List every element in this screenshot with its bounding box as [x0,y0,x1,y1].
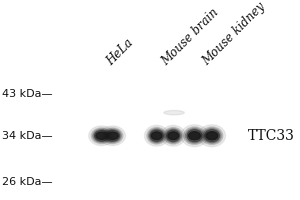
Ellipse shape [107,132,118,139]
Text: 43 kDa—: 43 kDa— [2,89,53,99]
Ellipse shape [100,126,125,146]
Ellipse shape [151,132,162,140]
Text: TTC33: TTC33 [248,129,295,143]
Ellipse shape [204,130,220,142]
Ellipse shape [102,128,123,144]
Ellipse shape [91,128,112,144]
Ellipse shape [165,129,181,143]
Text: Mouse kidney: Mouse kidney [200,0,268,68]
Ellipse shape [104,129,122,142]
Ellipse shape [181,125,208,147]
Ellipse shape [164,127,183,144]
Ellipse shape [145,125,169,146]
Ellipse shape [148,129,165,143]
Ellipse shape [203,128,221,143]
Ellipse shape [187,130,202,142]
Ellipse shape [185,128,204,143]
Text: 26 kDa—: 26 kDa— [2,177,53,187]
Ellipse shape [168,132,178,140]
Ellipse shape [93,129,110,142]
Ellipse shape [189,132,200,140]
Ellipse shape [150,130,164,142]
Ellipse shape [199,125,226,147]
Ellipse shape [161,125,185,146]
Ellipse shape [164,110,184,115]
Ellipse shape [96,132,107,139]
Ellipse shape [167,130,180,142]
Ellipse shape [94,130,109,141]
Text: HeLa: HeLa [104,37,136,68]
Ellipse shape [147,127,166,144]
Text: Mouse brain: Mouse brain [160,6,222,68]
Ellipse shape [105,130,120,141]
Text: 34 kDa—: 34 kDa— [2,131,53,141]
Ellipse shape [206,132,218,140]
Ellipse shape [201,127,223,145]
Ellipse shape [89,126,114,146]
Ellipse shape [184,127,206,145]
